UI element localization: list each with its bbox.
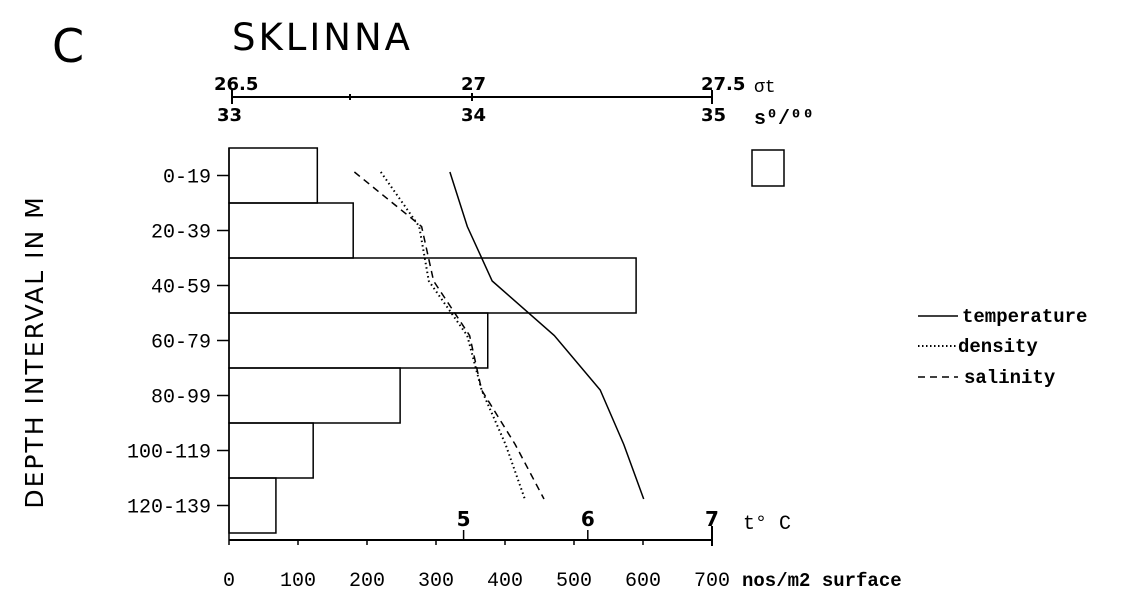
- y-tick-label: 20-39: [151, 222, 211, 245]
- y-tick-label: 100-119: [127, 442, 211, 465]
- bar: [228, 312, 489, 369]
- chart-title: SKLINNA: [232, 16, 413, 59]
- bar: [228, 147, 319, 204]
- x-tick-label: 500: [556, 570, 592, 591]
- salinity-tick-label: 34: [461, 105, 486, 126]
- legend-label-salinity: salinity: [964, 367, 1056, 389]
- salinity-unit-label: s⁰/⁰⁰: [754, 108, 814, 131]
- x-tick-label: 400: [487, 570, 523, 591]
- y-tick-label: 120-139: [127, 497, 211, 520]
- sigma-t-label: σt: [754, 78, 776, 98]
- temperature-tick-label: 5: [457, 507, 471, 531]
- y-tick-label: 40-59: [151, 277, 211, 300]
- x-tick-label: 700: [694, 570, 730, 591]
- axes-layer: 0-19 20-39 40-59 60-79 80-99 100-119 120-139 0 1…: [127, 148, 730, 591]
- legend: temperature density salinity: [918, 306, 1087, 389]
- sigma-tick-label: 27: [461, 74, 486, 95]
- x-axis-label: nos/m2 surface: [742, 570, 902, 591]
- salinity-tick-label: 33: [217, 105, 242, 126]
- x-tick-label: 100: [280, 570, 316, 591]
- bar: [228, 422, 314, 479]
- temperature-unit-label: t° C: [743, 513, 791, 536]
- x-tick-label: 200: [349, 570, 385, 591]
- x-tick-label: 300: [418, 570, 454, 591]
- panel-letter: C: [52, 19, 84, 73]
- legend-key-box: [751, 149, 785, 187]
- legend-label-temperature: temperature: [962, 306, 1087, 328]
- sigma-tick-label: 26.5: [214, 74, 258, 95]
- temperature-line: [449, 171, 645, 500]
- y-tick-label: 60-79: [151, 332, 211, 355]
- bar: [228, 477, 277, 534]
- salinity-tick-label: 35: [701, 105, 726, 126]
- y-tick-label: 80-99: [151, 387, 211, 410]
- x-tick-label: 600: [625, 570, 661, 591]
- density-line: [379, 171, 526, 500]
- legend-label-density: density: [958, 336, 1038, 358]
- bar: [228, 257, 637, 314]
- bars-layer: [228, 147, 637, 534]
- bar: [228, 367, 401, 424]
- bar: [228, 202, 354, 259]
- salinity-line: [353, 171, 545, 500]
- temperature-tick-label: 6: [581, 507, 595, 531]
- y-tick-label: 0-19: [163, 167, 211, 190]
- lines-layer: [353, 171, 645, 500]
- sigma-tick-label: 27.5: [701, 74, 745, 95]
- temperature-tick-label: 7: [705, 507, 719, 531]
- y-axis-label: DEPTH INTERVAL IN M: [20, 195, 49, 508]
- x-tick-label: 0: [223, 570, 235, 591]
